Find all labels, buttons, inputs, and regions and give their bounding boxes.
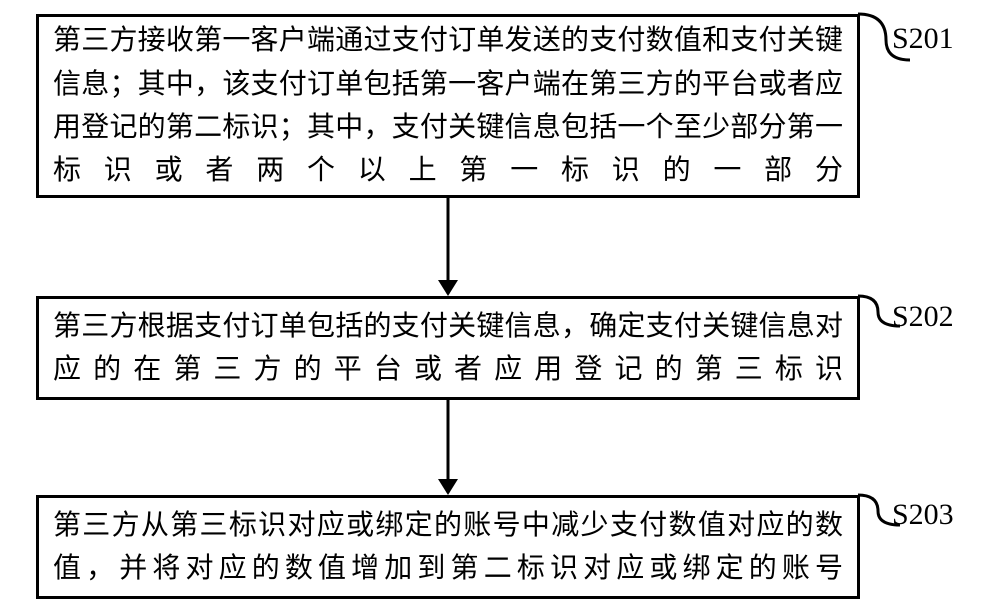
flow-step-s202: 第三方根据支付订单包括的支付关键信息，确定支付关键信息对应的在第三方的平台或者应… <box>36 296 860 400</box>
flow-step-s201-text: 第三方接收第一客户端通过支付订单发送的支付数值和支付关键信息；其中，该支付订单包… <box>53 19 843 193</box>
flow-arrow-2 <box>428 400 468 495</box>
flow-step-s203-text: 第三方从第三标识对应或绑定的账号中减少支付数值对应的数值，并将对应的数值增加到第… <box>53 504 843 591</box>
flow-arrow-1 <box>428 198 468 296</box>
step-label-s203: S203 <box>892 498 954 532</box>
step-label-s201: S201 <box>892 22 954 56</box>
step-label-s202: S202 <box>892 300 954 334</box>
flow-step-s201: 第三方接收第一客户端通过支付订单发送的支付数值和支付关键信息；其中，该支付订单包… <box>36 14 860 198</box>
flow-step-s202-text: 第三方根据支付订单包括的支付关键信息，确定支付关键信息对应的在第三方的平台或者应… <box>53 305 843 392</box>
flowchart-container: 第三方接收第一客户端通过支付订单发送的支付数值和支付关键信息；其中，该支付订单包… <box>0 0 1000 615</box>
flow-step-s203: 第三方从第三标识对应或绑定的账号中减少支付数值对应的数值，并将对应的数值增加到第… <box>36 495 860 599</box>
